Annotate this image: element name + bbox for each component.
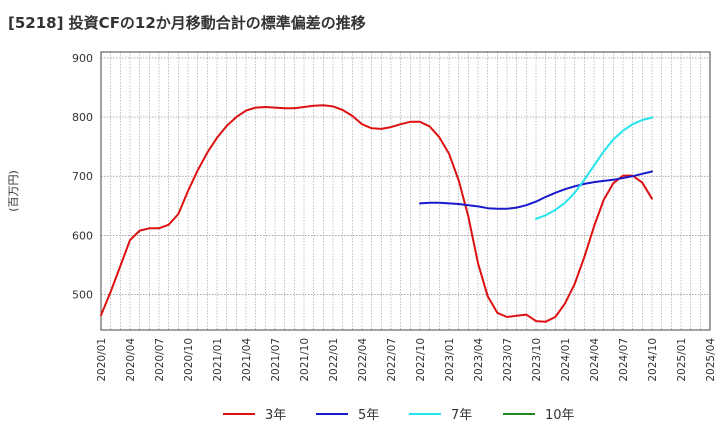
x-tick-label: 2021/01 <box>212 338 224 382</box>
x-tick-label: 2021/04 <box>241 338 253 382</box>
x-tick-label: 2020/04 <box>125 338 137 382</box>
y-tick-label: 800 <box>72 111 93 124</box>
x-tick-label: 2022/07 <box>386 338 398 382</box>
x-tick-label: 2024/10 <box>647 338 659 382</box>
legend-label-2: 5年 <box>358 408 379 423</box>
x-tick-label: 2023/10 <box>531 338 543 382</box>
series-line-2 <box>419 170 653 210</box>
x-tick-label: 2020/07 <box>154 338 166 382</box>
x-tick-label: 2020/01 <box>96 338 108 382</box>
y-axis-label: (百万円) <box>7 170 20 212</box>
x-tick-label: 2023/01 <box>444 338 456 382</box>
y-tick-label: 700 <box>72 170 93 183</box>
x-tick-label: 2023/07 <box>502 338 514 382</box>
y-tick-label: 500 <box>72 289 93 302</box>
x-tick-label: 2022/04 <box>357 338 369 382</box>
y-tick-label: 900 <box>72 52 93 65</box>
x-tick-label: 2025/01 <box>676 338 688 382</box>
chart-title: [5218] 投資CFの12か月移動合計の標準偏差の推移 <box>8 14 366 32</box>
x-tick-label: 2023/04 <box>473 338 485 382</box>
x-tick-label: 2020/10 <box>183 338 195 382</box>
x-tick-label: 2021/10 <box>299 338 311 382</box>
x-tick-label: 2024/07 <box>618 338 630 382</box>
x-tick-label: 2024/04 <box>589 338 601 382</box>
series-line-1 <box>100 104 653 323</box>
y-tick-label: 600 <box>72 229 93 242</box>
plot-area-frame <box>100 51 711 331</box>
x-tick-label: 2021/07 <box>270 338 282 382</box>
x-tick-label: 2024/01 <box>560 338 572 382</box>
x-tick-label: 2022/10 <box>415 338 427 382</box>
legend-label-3: 7年 <box>451 408 472 423</box>
series-line-3 <box>535 116 653 220</box>
x-tick-label: 2025/04 <box>705 338 717 382</box>
legend-label-4: 10年 <box>545 408 575 423</box>
x-tick-label: 2022/01 <box>328 338 340 382</box>
legend-label-1: 3年 <box>265 408 286 423</box>
